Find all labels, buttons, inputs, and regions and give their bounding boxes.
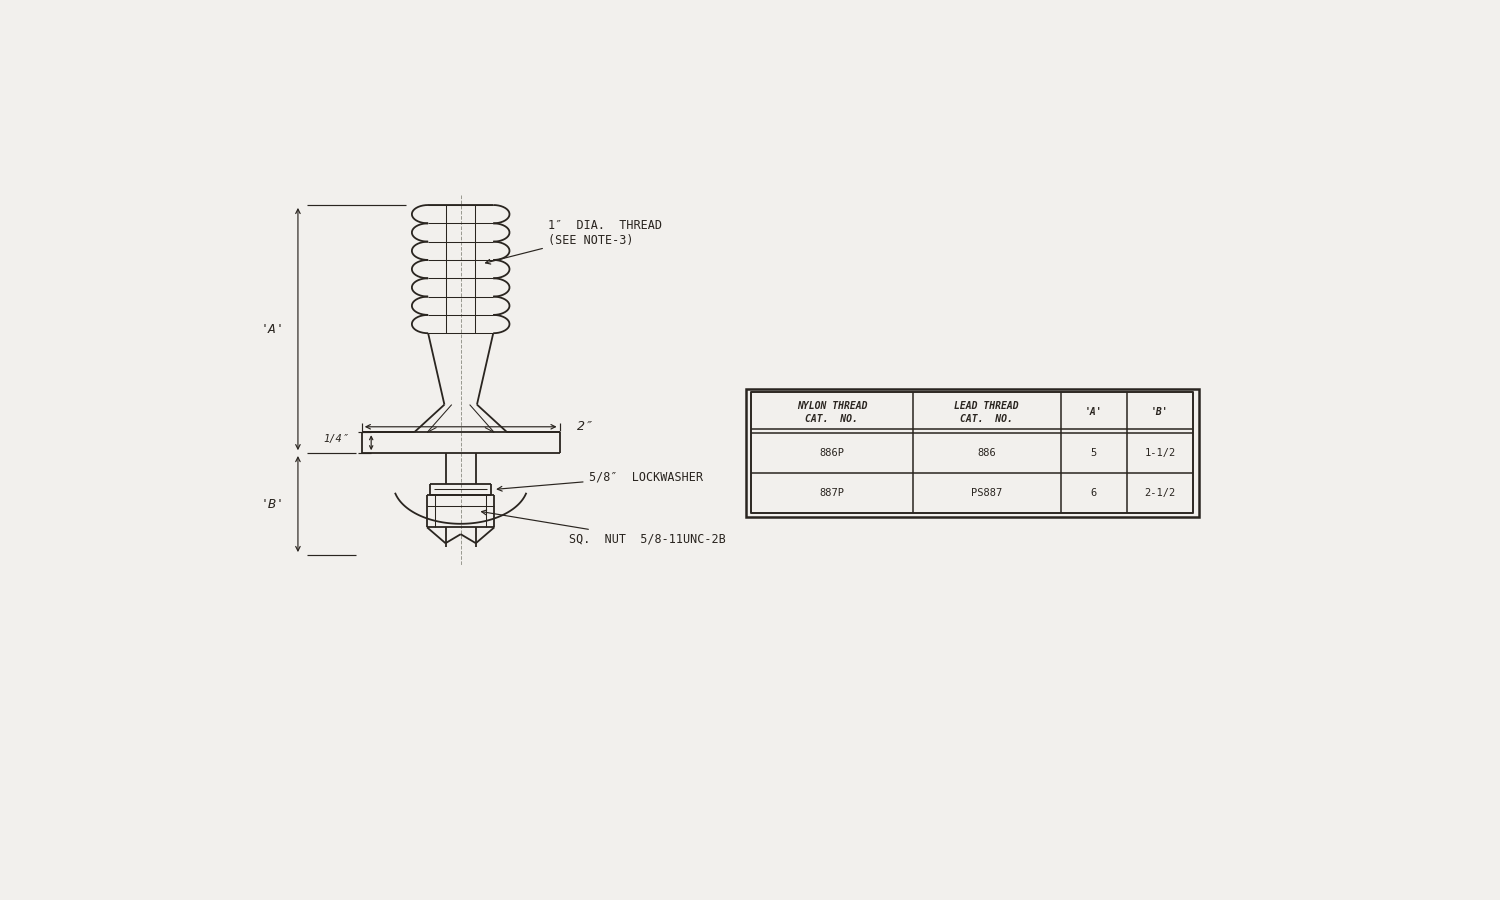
Text: 'B': 'B' xyxy=(261,498,285,510)
Text: 'A': 'A' xyxy=(261,322,285,336)
Bar xyxy=(746,389,1198,517)
Text: SQ.  NUT  5/8-11UNC-2B: SQ. NUT 5/8-11UNC-2B xyxy=(482,510,726,545)
Text: 2″: 2″ xyxy=(578,420,592,433)
Text: NYLON THREAD
CAT.  NO.: NYLON THREAD CAT. NO. xyxy=(796,401,867,424)
Text: 'A': 'A' xyxy=(1084,408,1102,418)
Text: 886P: 886P xyxy=(819,448,844,458)
Text: 886: 886 xyxy=(976,448,996,458)
Text: LEAD THREAD
CAT.  NO.: LEAD THREAD CAT. NO. xyxy=(954,401,1018,424)
Bar xyxy=(752,392,1192,513)
Text: 6: 6 xyxy=(1090,488,1096,499)
Text: 5: 5 xyxy=(1090,448,1096,458)
Text: 5/8″  LOCKWASHER: 5/8″ LOCKWASHER xyxy=(498,470,702,491)
Text: 887P: 887P xyxy=(819,488,844,499)
Text: 2-1/2: 2-1/2 xyxy=(1144,488,1176,499)
Text: 1″  DIA.  THREAD
(SEE NOTE-3): 1″ DIA. THREAD (SEE NOTE-3) xyxy=(486,219,662,264)
Text: 1/4″: 1/4″ xyxy=(324,434,350,444)
Text: 'B': 'B' xyxy=(1150,408,1168,418)
Text: PS887: PS887 xyxy=(970,488,1002,499)
Text: 1-1/2: 1-1/2 xyxy=(1144,448,1176,458)
